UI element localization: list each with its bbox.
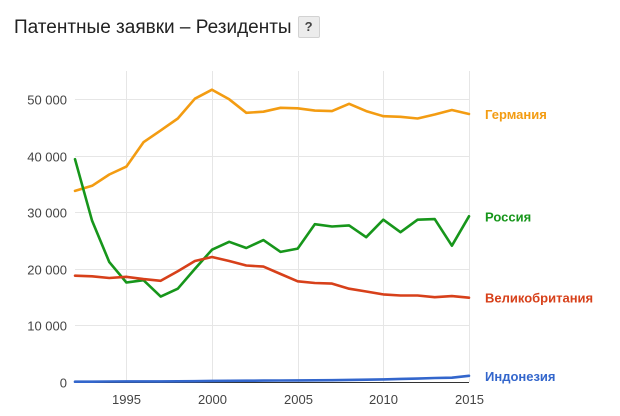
series-label: Индонезия xyxy=(485,369,556,384)
y-tick-label: 40 000 xyxy=(27,150,67,165)
grid xyxy=(75,71,470,382)
y-tick-label: 10 000 xyxy=(27,319,67,334)
y-tick-label: 0 xyxy=(60,376,67,391)
series-line xyxy=(73,374,471,384)
x-tick-label: 2010 xyxy=(369,392,398,407)
series-labels: Германия Россия Великобритания Индонезия xyxy=(485,107,593,384)
x-tick-label: 2000 xyxy=(198,392,227,407)
series-lines xyxy=(73,88,471,384)
series-line xyxy=(73,157,471,298)
y-tick-label: 30 000 xyxy=(27,206,67,221)
axes: 0 10 000 20 000 30 000 40 000 50 000 1995 2000 2… xyxy=(27,93,484,408)
y-tick-label: 20 000 xyxy=(27,263,67,278)
x-tick-label: 2015 xyxy=(455,392,484,407)
x-tick-label: 1995 xyxy=(112,392,141,407)
series-line xyxy=(73,255,471,300)
series-line xyxy=(73,88,471,193)
chart-header: Патентные заявки – Резиденты? xyxy=(14,16,320,39)
series-label: Россия xyxy=(485,209,531,224)
x-tick-label: 2005 xyxy=(284,392,313,407)
help-button[interactable]: ? xyxy=(297,16,320,38)
y-tick-label: 50 000 xyxy=(27,93,67,108)
page-title: Патентные заявки – Резиденты xyxy=(14,17,292,38)
series-label: Германия xyxy=(485,107,547,122)
series-label: Великобритания xyxy=(485,291,593,306)
